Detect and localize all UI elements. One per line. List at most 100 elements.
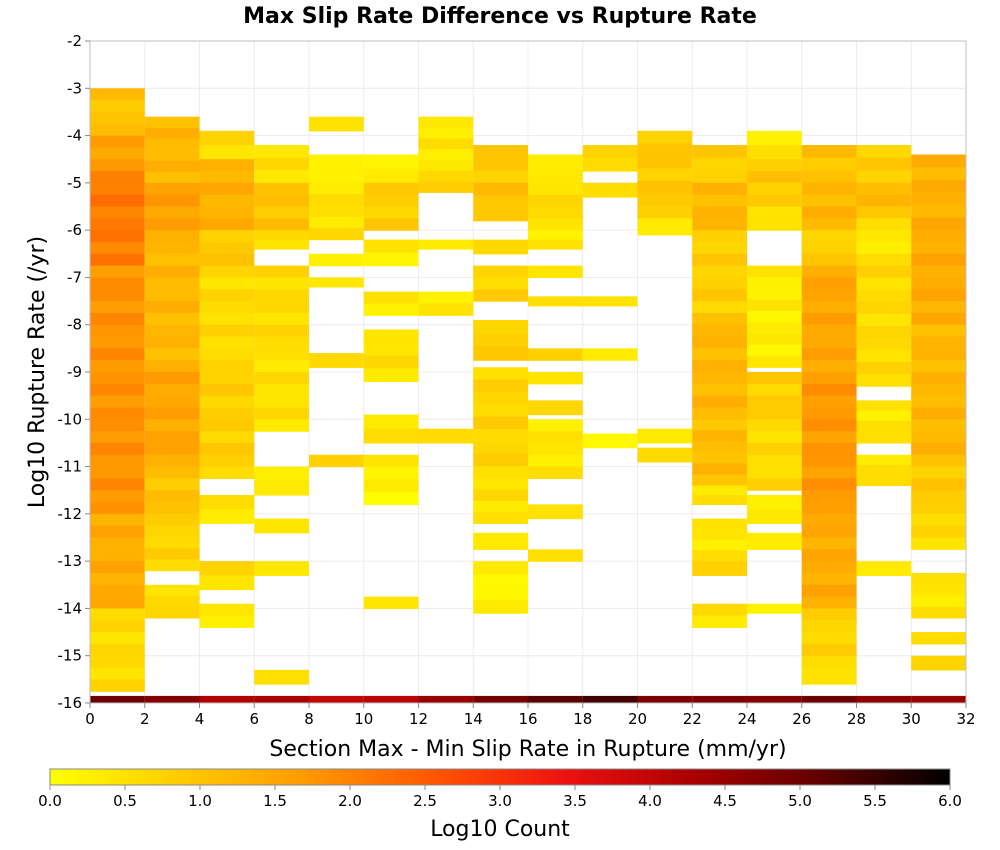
heatmap-cell [363, 342, 419, 357]
heatmap-cell [144, 160, 200, 173]
heatmap-cell [144, 336, 200, 349]
heatmap-cell [692, 430, 747, 442]
heatmap-cell-bottom [911, 695, 966, 703]
heatmap-cell [473, 587, 528, 601]
heatmap-cell [473, 404, 528, 418]
heatmap-cell [747, 344, 802, 357]
heatmap-cell [747, 509, 802, 524]
heatmap-cell [856, 206, 912, 219]
heatmap-cell-bottom [254, 695, 309, 703]
heatmap-cell [199, 324, 255, 338]
heatmap-cell-bottom [856, 695, 912, 703]
heatmap-cell [911, 632, 966, 645]
heatmap-cell [90, 679, 145, 692]
heatmap-cell [747, 407, 802, 420]
heatmap-cell [692, 253, 747, 267]
heatmap-cell [418, 171, 474, 183]
heatmap-cell [199, 466, 255, 479]
heatmap-cell [90, 194, 145, 208]
heatmap-cell [254, 170, 309, 184]
heatmap-cell [801, 360, 857, 373]
heatmap-cell [309, 205, 364, 218]
heatmap-cell [473, 500, 528, 513]
heatmap-cell [637, 130, 693, 144]
heatmap-cell [747, 299, 802, 312]
heatmap-cell [747, 130, 802, 146]
heatmap-cell [801, 442, 857, 456]
heatmap-cell [90, 182, 145, 196]
heatmap-cell [801, 549, 857, 562]
heatmap-cell [747, 419, 802, 432]
heatmap-cell [747, 355, 802, 368]
heatmap-cell [801, 502, 857, 515]
heatmap-cell [144, 584, 200, 597]
heatmap-cell [473, 429, 528, 442]
heatmap-cell [856, 170, 912, 184]
heatmap-cell [692, 182, 747, 196]
heatmap-cell [637, 155, 693, 169]
heatmap-cell [528, 442, 583, 456]
heatmap-cell [911, 478, 966, 491]
heatmap-cell [801, 572, 857, 586]
heatmap-cell [473, 319, 528, 334]
heatmap-cell [144, 383, 200, 397]
heatmap-cell [528, 239, 583, 250]
heatmap-cell [90, 632, 145, 645]
heatmap-cell [473, 466, 528, 479]
heatmap-cell [528, 154, 583, 170]
heatmap-cell [911, 395, 966, 409]
heatmap-cell [801, 537, 857, 550]
heatmap-cell [473, 170, 528, 184]
heatmap-cell [144, 312, 200, 326]
heatmap-cell [254, 289, 309, 302]
heatmap-cell [418, 428, 474, 444]
heatmap-cell [911, 301, 966, 314]
heatmap-cell [801, 513, 857, 527]
heatmap-cell [363, 454, 419, 468]
heatmap-cell [90, 525, 145, 539]
heatmap-cell [473, 195, 528, 209]
heatmap-cell [856, 157, 912, 171]
heatmap-cell [911, 513, 966, 527]
heatmap-cell [254, 182, 309, 196]
heatmap-cell [692, 474, 747, 487]
heatmap-cell [801, 620, 857, 633]
heatmap-cell [692, 360, 747, 373]
heatmap-cell [692, 324, 747, 338]
heatmap-cell [692, 170, 747, 184]
heatmap-cell [199, 407, 255, 420]
heatmap-cell [473, 145, 528, 159]
heatmap-cell [199, 494, 255, 510]
heatmap-cell [473, 561, 528, 575]
heatmap-cell [801, 348, 857, 361]
heatmap-cell [144, 442, 200, 456]
heatmap-cell [144, 127, 200, 140]
heatmap-cell [747, 288, 802, 301]
heatmap-cell [747, 206, 802, 219]
heatmap-cell [801, 667, 857, 685]
heatmap-cell [856, 289, 912, 303]
heatmap-cell [199, 360, 255, 373]
heatmap-cell [856, 265, 912, 279]
heatmap-cell [473, 489, 528, 502]
heatmap-cell [363, 368, 419, 383]
heatmap-cell [801, 157, 857, 171]
heatmap-cell [144, 116, 200, 129]
heatmap-cell [144, 253, 200, 267]
heatmap-cell [254, 348, 309, 361]
heatmap-cell [418, 239, 474, 250]
heatmap-cell [309, 454, 364, 468]
y-tick-label: -6 [67, 221, 82, 239]
heatmap-cell [801, 301, 857, 314]
heatmap-cell [363, 303, 419, 316]
heatmap-cell [801, 608, 857, 621]
heatmap-cell [90, 230, 145, 243]
heatmap-cell [90, 466, 145, 479]
heatmap-cell [801, 643, 857, 657]
heatmap-cell [363, 355, 419, 370]
heatmap-cell [692, 419, 747, 431]
colorbar-tick-label: 6.0 [938, 792, 962, 810]
heatmap-cell [473, 208, 528, 222]
heatmap-cell [692, 383, 747, 397]
heatmap-cell [801, 490, 857, 503]
